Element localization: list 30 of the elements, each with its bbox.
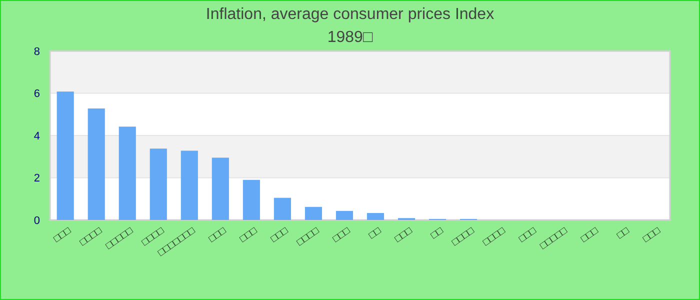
bar <box>242 180 260 220</box>
x-tick-label: □□□ <box>517 224 540 245</box>
chart-title: Inflation, average consumer prices Index <box>206 6 494 23</box>
y-tick-label: 2 <box>34 172 40 185</box>
x-tick-label: □□ <box>367 224 384 242</box>
bar <box>336 210 354 220</box>
bar <box>88 108 105 220</box>
bar <box>366 213 384 220</box>
x-tick-label: □□□ <box>579 224 602 245</box>
x-tick-label: □□ <box>615 224 632 242</box>
bar <box>212 158 229 220</box>
y-tick-label: 4 <box>34 130 40 142</box>
bar <box>118 126 136 220</box>
bar <box>56 92 74 220</box>
bar <box>150 148 167 220</box>
bar <box>304 206 322 220</box>
x-tick-label: □□□ <box>52 224 74 245</box>
x-tick-label: □□ <box>429 224 446 242</box>
x-tick-label: □□□ <box>269 224 291 245</box>
y-tick-label: 8 <box>34 46 40 58</box>
chart-subtitle: 1989□ <box>327 29 373 46</box>
x-tick-label: □□□ <box>331 224 353 245</box>
x-tick-label: □□□ <box>393 224 416 245</box>
x-tick-label: □□□ <box>206 224 229 245</box>
y-tick-label: 6 <box>34 88 40 100</box>
x-tick-label: □□□ <box>238 224 260 245</box>
bar <box>180 150 198 220</box>
x-tick-label: □□□ <box>641 224 664 245</box>
bar <box>274 198 291 220</box>
y-tick-label: 0 <box>34 214 40 227</box>
